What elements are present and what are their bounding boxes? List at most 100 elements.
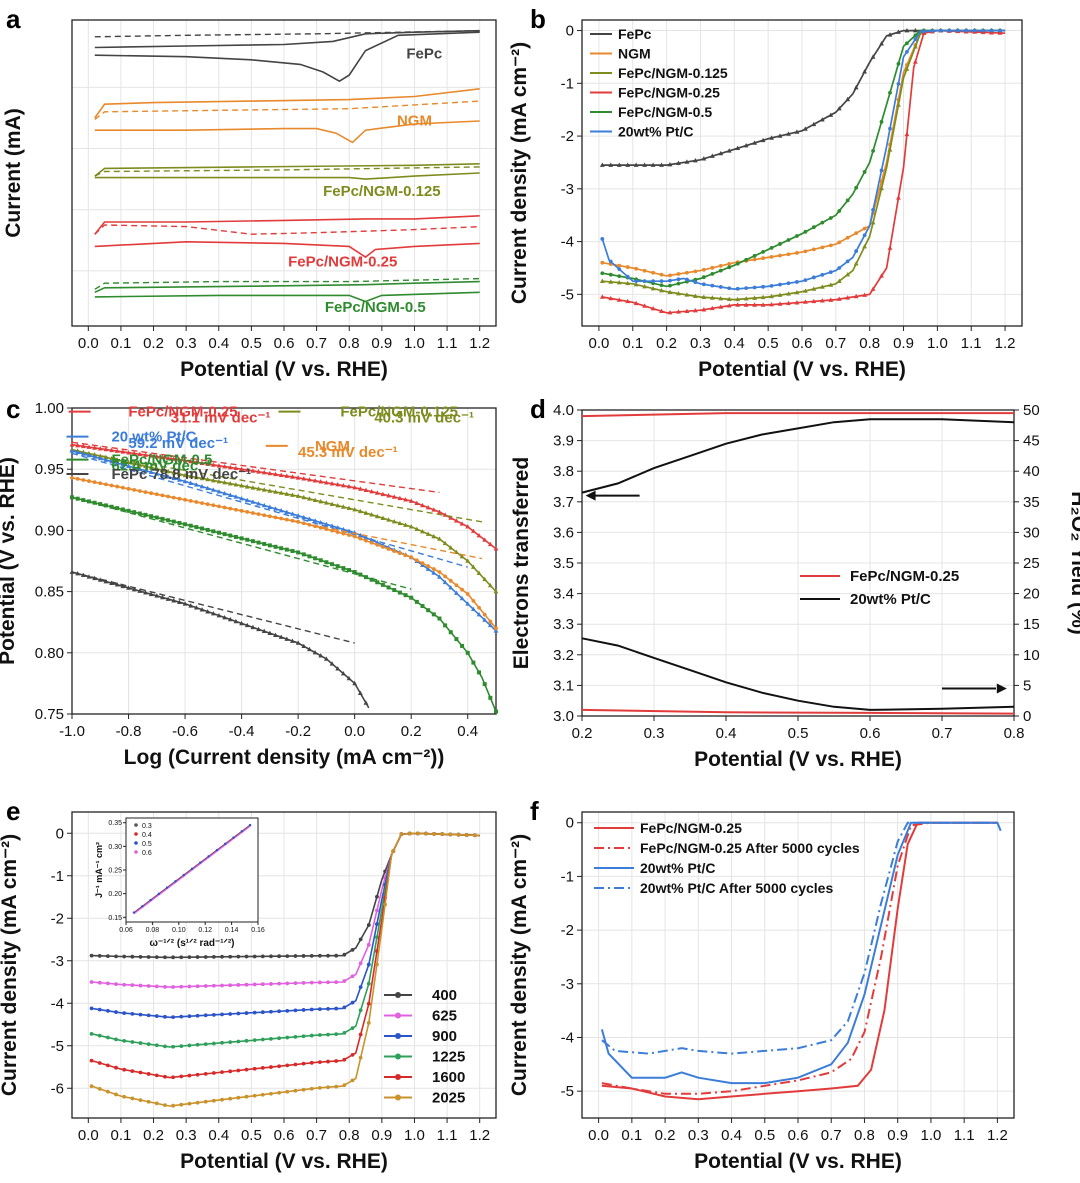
marker-e-5-39 (407, 831, 412, 836)
marker-e-0-2 (105, 954, 110, 959)
marker-e-1-27 (309, 980, 314, 985)
x-tick-label-a-8: 0.8 (339, 335, 360, 352)
marker-b-5-32 (871, 208, 875, 212)
marker-e-5-15 (211, 1098, 216, 1103)
series-line-f-0 (601, 821, 998, 1101)
marker-b-1-9 (676, 272, 681, 276)
marker-b-5-9 (676, 277, 681, 282)
y-tick-label-d-10: 4.0 (553, 402, 574, 419)
marker-e-3-32 (350, 1026, 355, 1031)
marker-e-3-29 (326, 1032, 330, 1037)
marker-e-2-1 (97, 1007, 102, 1012)
marker-e-1-22 (269, 982, 273, 986)
marker-b-0-31 (862, 69, 868, 74)
marker-c-2-67 (448, 585, 454, 590)
marker-c-5-46 (329, 661, 335, 666)
cv-solid-lower-0 (94, 31, 480, 83)
marker-c-1-41 (301, 494, 307, 500)
marker-b-1-7 (659, 272, 664, 277)
cv-dashed-0 (94, 30, 480, 38)
x-tick-label-b-12: 1.2 (995, 335, 1016, 352)
legend-label-f-2: 20wt% Pt/C (640, 860, 715, 876)
marker-c-5-20 (182, 601, 188, 606)
legend-label-d-1: 20wt% Pt/C (850, 591, 931, 608)
series-line-c-3 (71, 477, 497, 629)
marker-e-0-14 (203, 955, 208, 959)
marker-b-2-6 (650, 285, 656, 291)
marker-e-5-11 (179, 1102, 184, 1107)
marker-c-5-30 (239, 620, 244, 626)
x-tick-label-a-7: 0.7 (306, 335, 327, 352)
marker-b-3-7 (659, 308, 664, 314)
marker-e-2-31 (342, 1005, 347, 1010)
x-tick-label-e-6: 0.6 (274, 1127, 295, 1144)
marker-e-0-22 (269, 954, 273, 959)
marker-e-2-3 (114, 1010, 118, 1014)
y-tick-label-e-4: -4 (51, 995, 64, 1012)
marker-b-5-4 (634, 279, 639, 284)
marker-e-4-13 (195, 1072, 200, 1077)
marker-c-3-59 (403, 553, 408, 558)
marker-e-2-23 (277, 1009, 282, 1014)
marker-e-2-7 (146, 1013, 151, 1018)
legend-label-e-4: 1600 (432, 1069, 465, 1086)
series-label-a-2: FePc/NGM-0.125 (323, 183, 441, 200)
marker-c-0-50 (352, 484, 358, 490)
marker-c-0-25 (210, 462, 216, 467)
marker-c-4-32 (250, 539, 255, 544)
marker-c-2-44 (318, 519, 324, 525)
marker-e-4-10 (171, 1075, 176, 1080)
marker-e-0-20 (252, 954, 257, 959)
marker-c-4-27 (222, 532, 227, 537)
marker-c-3-11 (132, 487, 137, 492)
marker-c-1-66 (442, 540, 448, 546)
marker-c-4-35 (267, 543, 272, 548)
marker-c-5-32 (250, 624, 256, 630)
legend-label-f-1: FePc/NGM-0.25 After 5000 cycles (640, 840, 860, 856)
marker-e-5-25 (293, 1088, 298, 1093)
marker-c-2-12 (137, 466, 143, 471)
marker-e-1-6 (138, 983, 143, 988)
marker-c-1-52 (363, 510, 369, 515)
marker-c-4-62 (420, 604, 425, 609)
marker-b-0-15 (726, 148, 732, 153)
marker-b-1-6 (651, 270, 655, 275)
marker-e-2-24 (285, 1008, 290, 1013)
marker-b-2-28 (836, 278, 842, 283)
series-line-e-5 (91, 832, 480, 1107)
marker-c-1-56 (386, 517, 391, 522)
marker-e-0-35 (375, 894, 379, 899)
panel-b: 0.0 0.1 0.2 0.3 0.4 0.5 0.6 0.7 0.8 0.9 1.0 1.1 1.2 0… (508, 4, 1023, 381)
fit-line-c-5 (71, 571, 355, 644)
marker-b-5-19 (761, 284, 765, 289)
marker-c-0-61 (414, 500, 420, 506)
x-tick-label-f-5: 0.5 (754, 1127, 775, 1144)
marker-e-2-34 (366, 962, 371, 967)
marker-e-3-28 (317, 1033, 322, 1037)
x-tick-label-f-9: 0.9 (887, 1127, 908, 1144)
marker-b-3-2 (616, 297, 622, 302)
marker-b-0-1 (608, 162, 614, 167)
marker-c-2-28 (227, 492, 233, 497)
marker-b-4-34 (888, 90, 892, 95)
marker-b-2-1 (608, 279, 614, 284)
y2-tick-label-d-8: 40 (1023, 463, 1040, 480)
x-tick-label-d-0: 0.2 (572, 725, 593, 742)
marker-b-0-18 (752, 140, 758, 145)
legend-label-b-3: FePc/NGM-0.25 (618, 85, 720, 101)
x-tick-label-e-12: 1.2 (469, 1127, 490, 1144)
inset-x-axis-title: ω⁻¹ᐟ² (s¹ᐟ² rad⁻¹ᐟ²) (149, 938, 234, 949)
marker-e-4-21 (260, 1066, 265, 1070)
marker-c-3-44 (318, 525, 323, 530)
marker-c-0-11 (131, 450, 137, 456)
marker-c-1-23 (199, 475, 205, 481)
x-tick-label-a-5: 0.5 (241, 335, 262, 352)
marker-c-1-65 (437, 536, 442, 541)
marker-b-5-18 (752, 285, 757, 290)
x-axis-title-e: Potential (V vs. RHE) (180, 1150, 388, 1173)
x-tick-label-f-11: 1.1 (954, 1127, 975, 1144)
marker-b-2-30 (853, 261, 859, 266)
marker-c-0-59 (403, 497, 408, 502)
marker-b-4-22 (786, 238, 791, 242)
marker-c-0-63 (425, 505, 431, 510)
